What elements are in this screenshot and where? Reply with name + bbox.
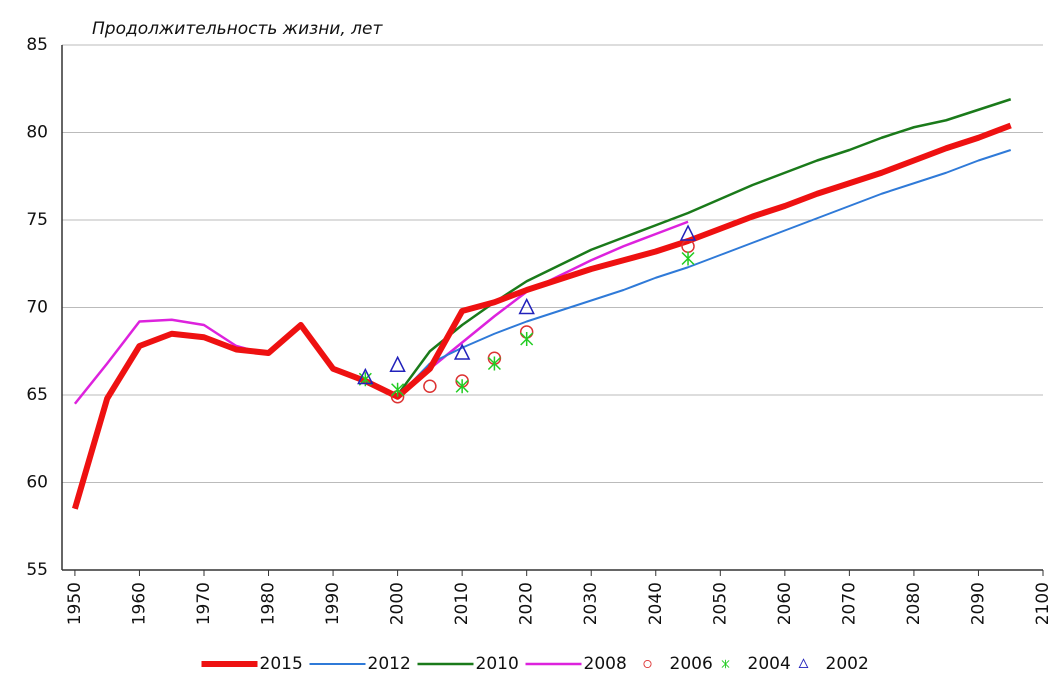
legend-label: 2008 [584,654,627,674]
series-line [72,122,1012,510]
x-tick-label: 2030 [581,582,601,625]
x-tick-label: 2100 [1033,582,1049,625]
x-tick-label: 2080 [904,582,924,625]
x-tick-label: 1950 [65,582,85,625]
x-tick-label: 2040 [646,582,666,625]
legend-label: 2012 [368,654,411,674]
marker [391,382,405,397]
x-tick-label: 2050 [710,582,730,625]
legend-label: 2002 [826,654,869,674]
marker [643,659,652,669]
x-tick-label: 2090 [968,582,988,625]
legend-label: 2010 [476,654,519,674]
legend-label: 2006 [670,654,713,674]
series-line [73,149,1012,510]
legend-label: 2015 [260,654,303,674]
legend-label: 2004 [748,654,791,674]
legend-item: 2015 [201,654,303,674]
x-tick-label: 1980 [259,582,279,625]
chart-title: Продолжительность жизни, лет [92,19,383,39]
y-tick-label: 55 [26,560,48,580]
x-tick-label: 2060 [775,582,795,625]
marker [357,367,374,385]
legend-item: 2002 [798,654,869,674]
x-tick-label: 1960 [129,582,149,625]
marker [518,297,535,315]
legend-item: 2010 [417,654,519,674]
marker [798,658,809,669]
x-tick-label: 1970 [194,582,214,625]
y-tick-label: 80 [26,123,48,143]
y-tick-label: 85 [26,35,48,55]
y-tick-label: 70 [26,298,48,318]
series-line [396,98,1012,396]
marker [389,355,406,372]
x-tick-label: 2070 [839,582,859,625]
x-tick-label: 2000 [388,582,408,625]
marker [721,659,730,669]
x-tick-label: 2020 [517,582,537,625]
legend-item: 2012 [309,654,411,674]
legend-item: 2004 [721,654,791,674]
marker [487,356,501,371]
marker [455,379,469,394]
legend-item: 2006 [643,654,713,674]
marker [520,332,534,346]
marker [453,343,471,360]
y-tick-label: 60 [26,473,48,493]
marker [681,251,695,266]
x-tick-label: 2010 [452,582,472,625]
y-tick-label: 75 [26,210,48,230]
legend-item: 2008 [525,654,627,674]
marker [423,379,437,393]
marker [679,224,697,241]
x-tick-label: 1990 [323,582,343,625]
y-tick-label: 65 [26,385,48,405]
